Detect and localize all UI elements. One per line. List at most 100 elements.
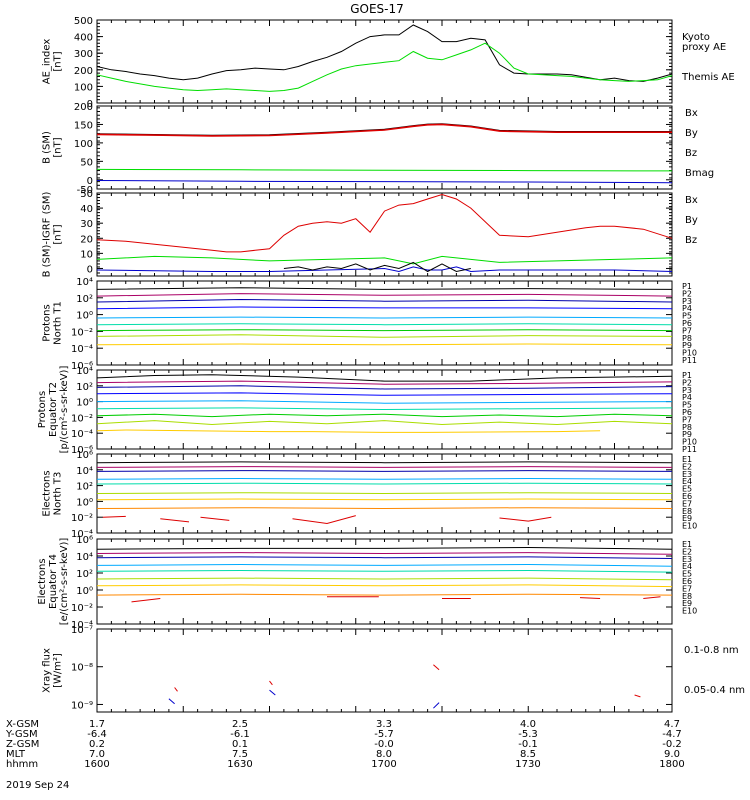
y-tick-label: 500: [74, 16, 93, 27]
ephemeris-value: -4.7: [662, 729, 682, 740]
panel-frame: [96, 105, 673, 190]
y-tick-label: 10⁻²: [71, 413, 93, 424]
y-axis-label: [nT]: [53, 137, 64, 157]
chart-title: GOES-17: [350, 2, 404, 16]
y-tick-label: 10⁻⁶: [71, 445, 93, 456]
panel-8: 10⁻⁷ 10⁻⁸ 10⁻⁹ Xray flux [W/m²] 0.1-0.8 nm 0.0…: [42, 625, 745, 713]
series-e9b: [160, 518, 190, 523]
legend-entry: E9: [682, 599, 692, 608]
panel-4: 10⁴ 10² 10⁰ 10⁻² 10⁻⁴ 10⁻⁶ Protons North T1 P1P2…: [42, 277, 698, 372]
y-tick-label: 10⁴: [76, 366, 93, 377]
y-tick-label: 10: [80, 249, 93, 260]
ephemeris-value: 9.0: [664, 749, 680, 760]
y-tick-label: 10⁴: [76, 466, 93, 477]
series-e9d: [292, 515, 356, 525]
series-p1: [96, 374, 673, 382]
series-e6: [96, 492, 673, 495]
legend-entry: P2: [682, 289, 692, 298]
series-longa: [174, 687, 178, 692]
series-p2: [96, 293, 673, 297]
panel-frame: [96, 538, 673, 625]
y-tick-label: 10⁻²: [71, 603, 93, 614]
y-tick-label: 50: [80, 189, 93, 200]
legend-entry: E10: [682, 607, 697, 616]
y-axis-label: Electrons: [37, 558, 48, 604]
y-tick-label: 10⁰: [76, 586, 93, 597]
ephemeris-value: -5.3: [518, 729, 538, 740]
series-shorta: [168, 698, 175, 705]
y-tick-label: 10⁻⁶: [71, 361, 93, 372]
ephemeris-value: 4.7: [664, 719, 680, 730]
ephemeris-value: 1730: [515, 759, 540, 770]
y-tick-label: 10⁻⁴: [71, 344, 93, 355]
series-e1: [96, 461, 673, 464]
legend-entry: P2: [682, 378, 692, 387]
legend-entry: E6: [682, 577, 692, 586]
series-e7: [96, 498, 673, 501]
series-kyoto-proxy-ae: [96, 42, 673, 92]
y-tick-label: 0: [87, 264, 93, 275]
ephemeris-value: 1.7: [89, 719, 105, 730]
y-tick-label: 40: [80, 204, 93, 215]
y-tick-label: 20: [80, 234, 93, 245]
y-axis-label: Equator T2: [48, 382, 59, 437]
y-tick-label: 10⁻⁸: [71, 663, 93, 674]
legend-entry: E3: [682, 555, 692, 564]
legend-entry: E4: [682, 562, 692, 571]
series-noise: [283, 261, 471, 273]
y-axis-label: Electrons: [42, 470, 53, 516]
panel-3: 50 40 30 20 10 0 B (SM)-IGRF (SM) [nT] Bx By Bz: [42, 189, 698, 277]
ephemeris-value: 7.0: [89, 749, 105, 760]
y-axis-label: North T3: [53, 472, 64, 516]
series-shortc: [433, 702, 440, 709]
y-tick-label: 10⁰: [76, 398, 93, 409]
series-bx: [96, 180, 673, 184]
legend-entry: P11: [682, 356, 697, 365]
series-p5: [96, 400, 673, 404]
ephemeris-value: 2.5: [232, 719, 248, 730]
y-axis-label: Xray flux: [42, 648, 53, 693]
series-e1: [96, 546, 673, 550]
series-shortb: [269, 689, 276, 696]
series-e3: [96, 470, 673, 472]
legend-entry: Bx: [685, 195, 698, 206]
legend-entry: E10: [682, 522, 697, 531]
y-tick-label: 10⁰: [76, 497, 93, 508]
y-tick-label: 10²: [76, 569, 93, 580]
legend-entry: P8: [682, 423, 692, 432]
ephemeris-row-label: Y-GSM: [5, 729, 38, 740]
series-e2: [96, 552, 673, 555]
series-e8: [96, 593, 673, 596]
legend-entry: E8: [682, 592, 692, 601]
legend-entry: P11: [682, 445, 697, 454]
legend-entry: E7: [682, 584, 692, 593]
legend-entry: Bmag: [685, 168, 714, 179]
legend-entry: E5: [682, 570, 692, 579]
y-tick-label: 10⁻⁴: [71, 529, 93, 540]
legend-entry: Kyoto: [682, 32, 710, 43]
legend-entry: P5: [682, 312, 692, 321]
ephemeris-value: -0.0: [374, 739, 394, 750]
ephemeris-value: 0.2: [89, 739, 105, 750]
y-axis-label: [nT]: [53, 224, 64, 244]
legend-entry: Bz: [685, 148, 697, 159]
y-tick-label: 10⁻⁴: [71, 429, 93, 440]
y-axis-label: Equator T4: [48, 554, 59, 609]
legend-entry: By: [685, 215, 698, 226]
legend-entry: P1: [682, 282, 692, 291]
y-axis-label: [e/(cm²-s-sr-keV)]: [59, 538, 70, 626]
legend-entry: P6: [682, 319, 692, 328]
panel-frame: [96, 628, 673, 713]
ephemeris-value: 1630: [227, 759, 252, 770]
legend-entry: P3: [682, 297, 692, 306]
y-tick-label: 10⁴: [76, 277, 93, 288]
legend-entry: P4: [682, 393, 692, 402]
ephemeris-value: 1600: [84, 759, 109, 770]
series-p3: [96, 298, 673, 303]
y-tick-label: 50: [80, 157, 93, 168]
series-p1: [96, 287, 673, 290]
y-axis-label: Protons: [37, 391, 48, 428]
